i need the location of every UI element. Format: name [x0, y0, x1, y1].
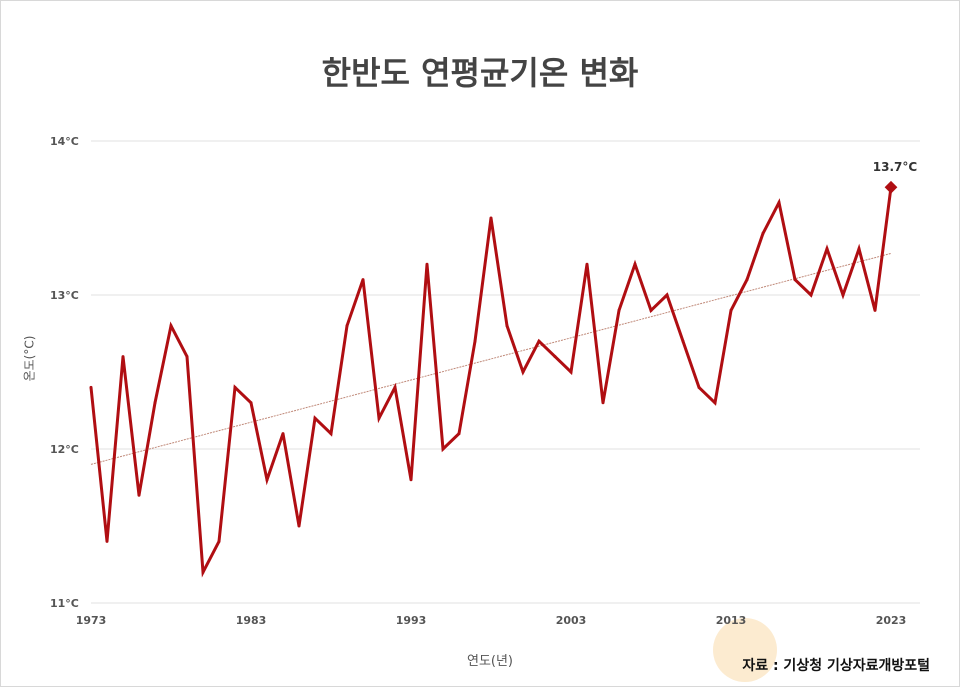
data-point [377, 416, 381, 420]
y-tick-label: 12°C [50, 443, 79, 456]
data-point [441, 447, 445, 451]
data-point [185, 355, 189, 359]
data-point [217, 539, 221, 543]
data-point [537, 339, 541, 343]
data-point [105, 539, 109, 543]
data-point [617, 308, 621, 312]
data-point [745, 278, 749, 282]
chart-title: 한반도 연평균기온 변화 [321, 54, 639, 92]
data-point [681, 339, 685, 343]
data-point [809, 293, 813, 297]
y-tick-label: 11°C [50, 597, 79, 610]
x-tick-label: 1973 [76, 614, 107, 627]
data-point [729, 308, 733, 312]
data-point [137, 493, 141, 497]
data-point [777, 201, 781, 205]
data-point [505, 324, 509, 328]
temperature-series-line [89, 187, 893, 578]
data-point [841, 293, 845, 297]
y-axis-label: 온도(°C) [22, 335, 37, 382]
data-point [345, 324, 349, 328]
data-point [425, 262, 429, 266]
data-point [553, 355, 557, 359]
data-point [313, 416, 317, 420]
data-point [569, 370, 573, 374]
data-point [713, 401, 717, 405]
data-point [601, 401, 605, 405]
data-point [201, 570, 205, 574]
data-point [633, 262, 637, 266]
data-point [649, 308, 653, 312]
decorative-circle [713, 618, 777, 682]
data-point [249, 401, 253, 405]
source-note: 자료 : 기상청 기상자료개방포털 [742, 658, 930, 674]
data-point [873, 308, 877, 312]
x-tick-label: 1983 [236, 614, 267, 627]
x-tick-label: 2023 [876, 614, 907, 627]
data-point [393, 385, 397, 389]
data-point [825, 247, 829, 251]
data-point [857, 247, 861, 251]
data-point [329, 432, 333, 436]
last-point-marker [884, 180, 898, 194]
trend-line [90, 252, 892, 465]
data-point [489, 216, 493, 220]
data-point [169, 324, 173, 328]
x-axis-label: 연도(년) [466, 654, 514, 669]
last-value-label: 13.7°C [873, 160, 918, 174]
data-point [793, 278, 797, 282]
data-point [297, 524, 301, 528]
x-tick-label: 2013 [716, 614, 747, 627]
y-tick-label: 13°C [50, 289, 79, 302]
data-point [153, 401, 157, 405]
data-point [761, 231, 765, 235]
data-point [457, 432, 461, 436]
data-point [585, 262, 589, 266]
data-point [89, 385, 93, 389]
x-tick-label: 1993 [396, 614, 427, 627]
data-point [521, 370, 525, 374]
data-point [121, 355, 125, 359]
data-point [281, 432, 285, 436]
data-point [409, 478, 413, 482]
data-point [361, 278, 365, 282]
data-point [665, 293, 669, 297]
x-tick-label: 2003 [556, 614, 587, 627]
data-point [233, 385, 237, 389]
data-point [265, 478, 269, 482]
data-point [473, 339, 477, 343]
y-tick-label: 14°C [50, 135, 79, 148]
data-point [697, 385, 701, 389]
